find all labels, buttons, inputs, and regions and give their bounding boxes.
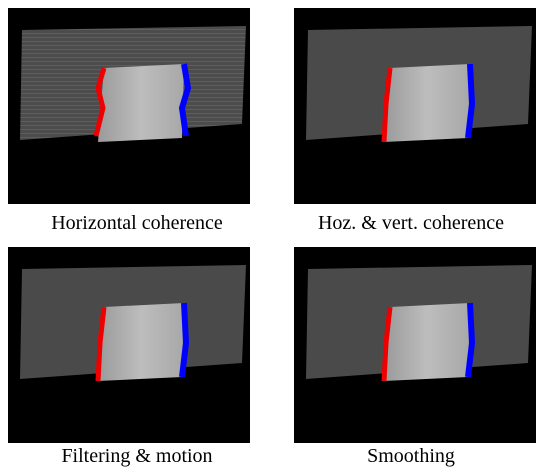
caption: Filtering & motion bbox=[0, 445, 274, 468]
images bbox=[0, 0, 548, 471]
image-1 bbox=[8, 8, 250, 204]
image-3 bbox=[8, 247, 250, 443]
caption: Smoothing bbox=[274, 445, 548, 468]
caption: Hoz. & vert. coherence bbox=[274, 212, 548, 235]
caption: Horizontal coherence bbox=[0, 212, 274, 235]
image-2 bbox=[294, 8, 536, 204]
figure: Horizontal coherence Hoz. & vert. cohere… bbox=[0, 0, 548, 471]
image-4 bbox=[294, 247, 536, 443]
